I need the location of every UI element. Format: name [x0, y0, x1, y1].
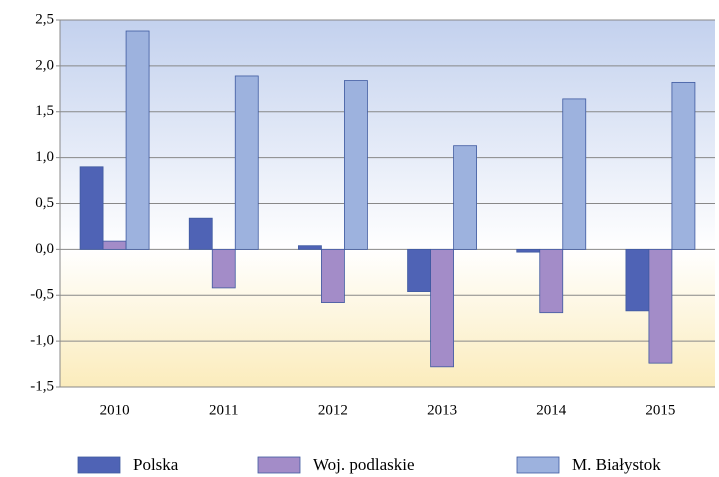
legend-swatch: [516, 456, 560, 474]
bar: [79, 166, 104, 250]
plot-background-bottom: [60, 249, 715, 387]
y-tick-label: -1,5: [30, 378, 54, 394]
bar: [453, 145, 477, 250]
x-tick-label: 2013: [427, 402, 457, 418]
y-tick-label: 2,0: [35, 57, 54, 73]
y-tick-label: 0,5: [35, 195, 54, 211]
y-tick-label: 1,0: [35, 149, 54, 165]
bar: [407, 248, 431, 292]
plot-background-top: [60, 20, 715, 250]
y-tick-label: -0,5: [30, 287, 54, 303]
x-tick-label: 2012: [318, 402, 348, 418]
legend-label: Woj. podlaskie: [313, 455, 415, 474]
legend-swatch: [77, 456, 121, 474]
bar: [539, 248, 564, 314]
bar: [321, 248, 345, 303]
bar: [125, 30, 150, 250]
bar: [344, 80, 368, 250]
plot-background: [60, 20, 715, 387]
y-tick-label: 2,5: [35, 11, 54, 27]
bar: [516, 248, 541, 253]
bar: [430, 248, 454, 368]
bar: [188, 217, 213, 250]
bar: [671, 81, 696, 250]
y-tick-label: 1,5: [35, 103, 54, 119]
bar: [234, 75, 259, 250]
y-tick-label: -1,0: [30, 333, 54, 349]
bar: [102, 240, 127, 250]
legend-swatch: [257, 456, 301, 474]
x-tick-label: 2015: [645, 402, 675, 418]
bar: [562, 98, 587, 250]
bar: [298, 245, 322, 250]
bar: [648, 248, 673, 364]
x-tick-label: 2011: [209, 402, 238, 418]
bar: [211, 248, 236, 289]
bar: [625, 248, 650, 312]
legend-label: Polska: [133, 455, 179, 474]
y-tick-label: 0,0: [35, 241, 54, 257]
x-tick-label: 2014: [536, 402, 567, 418]
x-tick-label: 2010: [100, 402, 130, 418]
legend-label: M. Białystok: [572, 455, 661, 474]
